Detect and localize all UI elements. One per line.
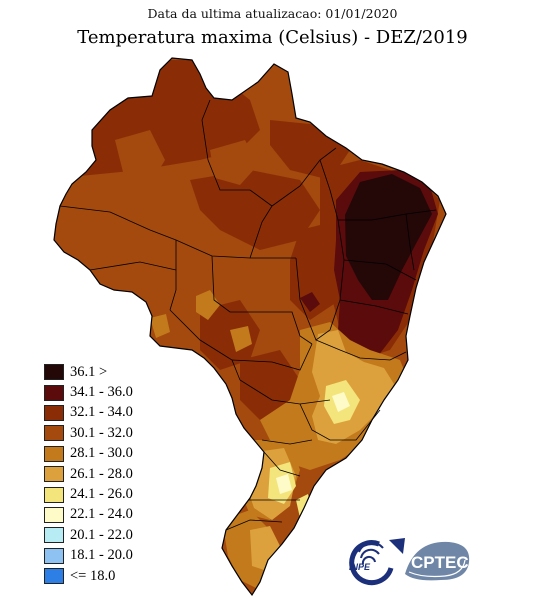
legend-label: 32.1 - 34.0 [70,404,133,421]
legend-swatch [44,547,64,564]
legend-swatch [44,466,64,483]
legend-item: 30.1 - 32.0 [44,423,133,443]
legend-swatch [44,364,64,381]
legend-label: <= 18.0 [70,567,116,584]
update-date-label: Data da ultima atualizacao: 01/01/2020 [147,6,398,21]
legend-item: 36.1 > [44,362,133,382]
legend-label: 34.1 - 36.0 [70,384,133,401]
legend-label: 20.1 - 22.0 [70,526,133,543]
legend-swatch [44,486,64,503]
legend-item: 18.1 - 20.0 [44,546,133,566]
legend-item: 34.1 - 36.0 [44,382,133,402]
legend-label: 26.1 - 28.0 [70,465,133,482]
legend-item: 32.1 - 34.0 [44,403,133,423]
legend-swatch [44,527,64,544]
legend-swatch [44,445,64,462]
legend-swatch [44,384,64,401]
legend-label: 36.1 > [70,363,108,380]
cptec-logo: CPTEC [405,541,470,581]
legend-item: 28.1 - 30.0 [44,444,133,464]
inpe-logo-text: INPE [349,562,371,572]
legend-swatch [44,568,64,585]
legend-item: 24.1 - 26.0 [44,484,133,504]
legend-item: 20.1 - 22.0 [44,525,133,545]
legend-item: 22.1 - 24.0 [44,505,133,525]
legend-item: 26.1 - 28.0 [44,464,133,484]
inpe-cptec-logos: INPE CPTEC [349,538,470,586]
inpe-logo: INPE [349,538,405,586]
map-title: Temperatura maxima (Celsius) - DEZ/2019 [77,27,468,48]
legend-label: 18.1 - 20.0 [70,547,133,564]
legend-label: 24.1 - 26.0 [70,486,133,503]
legend-label: 30.1 - 32.0 [70,424,133,441]
legend-item: <= 18.0 [44,566,133,586]
legend-label: 22.1 - 24.0 [70,506,133,523]
legend-swatch [44,506,64,523]
cptec-logo-text: CPTEC [411,553,469,572]
temperature-legend: 36.1 > 34.1 - 36.0 32.1 - 34.0 30.1 - 32… [44,362,133,586]
state-borders [59,99,437,531]
legend-label: 28.1 - 30.0 [70,445,133,462]
legend-swatch [44,404,64,421]
legend-swatch [44,425,64,442]
